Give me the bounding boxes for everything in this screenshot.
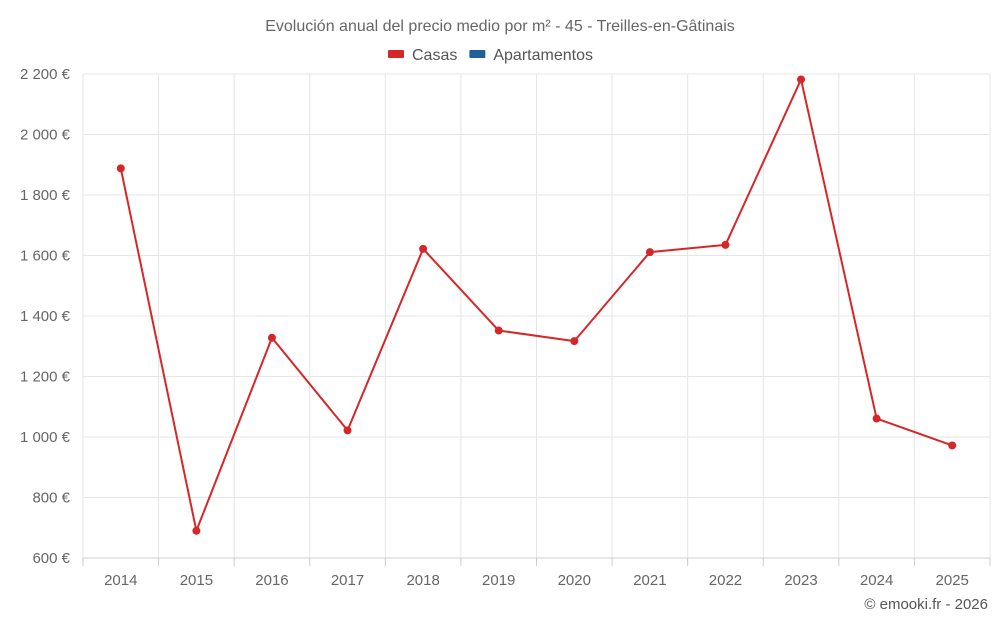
y-tick-label: 2 000 €: [20, 127, 71, 144]
chart-title: Evolución anual del precio medio por m² …: [265, 18, 735, 35]
x-tick-label: 2017: [331, 572, 364, 589]
data-point[interactable]: [721, 240, 730, 249]
x-axis: 2014 2015 2016 2017 2018 2019 2020 2021 2022 2023…: [82, 557, 991, 589]
data-point[interactable]: [419, 244, 428, 253]
series-line: [119, 78, 953, 532]
y-tick-label: 800 €: [32, 490, 70, 507]
data-point[interactable]: [797, 75, 806, 84]
legend-swatch: [388, 50, 404, 58]
x-tick-label: 2018: [406, 572, 439, 589]
gridlines: [82, 73, 991, 559]
x-tick-label: 2022: [709, 572, 742, 589]
legend-label: Apartamentos: [493, 47, 593, 64]
y-tick-label: 1 800 €: [20, 187, 71, 204]
x-tick-label: 2021: [633, 572, 666, 589]
y-tick-label: 1 200 €: [20, 369, 71, 386]
y-tick-label: 2 200 €: [20, 66, 71, 83]
y-axis: 2 200 € 2 000 € 1 800 € 1 600 € 1 400 € 1 200…: [20, 66, 71, 567]
x-tick-label: 2015: [180, 572, 213, 589]
x-tick-label: 2014: [104, 572, 137, 589]
data-point[interactable]: [267, 333, 276, 342]
data-point[interactable]: [343, 426, 352, 435]
data-point[interactable]: [872, 414, 881, 423]
legend-item[interactable]: Apartamentos: [469, 47, 593, 64]
data-point[interactable]: [645, 248, 654, 257]
y-tick-label: 1 400 €: [20, 308, 71, 325]
x-tick-label: 2023: [784, 572, 817, 589]
x-tick-label: 2020: [558, 572, 591, 589]
credit-text: © emooki.fr - 2026: [864, 596, 988, 613]
legend-label: Casas: [412, 47, 457, 64]
data-point[interactable]: [116, 164, 125, 173]
y-tick-label: 1 000 €: [20, 429, 71, 446]
y-tick-label: 600 €: [32, 550, 70, 567]
x-tick-label: 2024: [860, 572, 893, 589]
legend-swatch: [469, 50, 486, 58]
data-point[interactable]: [494, 326, 503, 335]
data-point[interactable]: [192, 526, 201, 535]
data-point[interactable]: [570, 337, 579, 346]
x-tick-label: 2016: [255, 572, 288, 589]
y-tick-label: 1 600 €: [20, 248, 71, 265]
legend: Casas Apartamentos: [388, 47, 593, 64]
x-tick-label: 2025: [936, 572, 969, 589]
series-layer: [116, 75, 957, 535]
legend-item[interactable]: Casas: [388, 47, 457, 64]
x-tick-label: 2019: [482, 572, 515, 589]
data-point[interactable]: [948, 441, 957, 450]
